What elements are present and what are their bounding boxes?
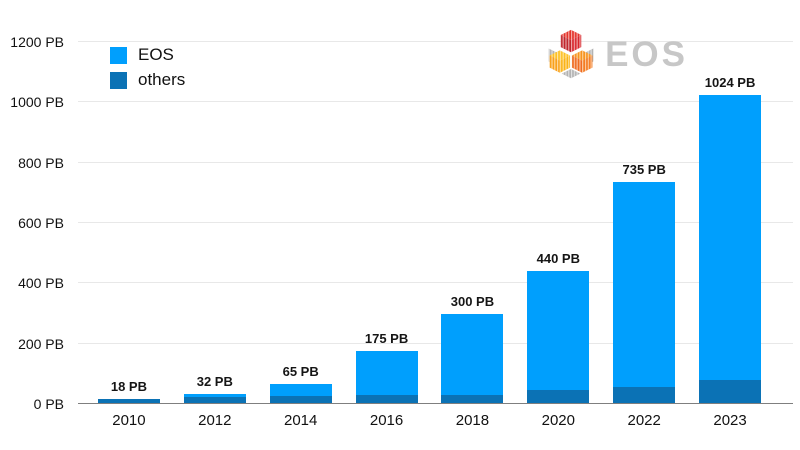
eos-logo-text: EOS	[605, 35, 688, 74]
gridline	[78, 161, 793, 163]
bar-column-2023: 1024 PB	[687, 42, 773, 404]
stacked-bar-2018[interactable]	[441, 313, 504, 405]
yellow-cube	[549, 50, 571, 73]
bar-segment-eos[interactable]	[355, 351, 418, 395]
bar-segment-others[interactable]	[269, 395, 332, 404]
bar-segment-others[interactable]	[527, 390, 590, 404]
bar-segment-eos[interactable]	[183, 394, 246, 398]
legend-swatch	[110, 71, 127, 89]
y-tick-label: 600 PB	[18, 215, 64, 231]
bar-value-label: 175 PB	[364, 331, 409, 347]
stacked-bar-2020[interactable]	[527, 271, 590, 404]
stacked-bar-2022[interactable]	[613, 182, 676, 404]
y-axis: 0 PB 200 PB 400 PB 600 PB 800 PB 1000 PB 1200 …	[0, 34, 64, 412]
stacked-bar-2014[interactable]	[269, 384, 332, 404]
bar-value-label: 65 PB	[282, 364, 319, 380]
bar-value-label: 735 PB	[622, 162, 666, 178]
y-tick-label: 1000 PB	[10, 94, 64, 111]
bar-value-label: 440 PB	[536, 251, 580, 267]
legend-item-others: others	[110, 70, 185, 90]
x-tick-label-2022: 2022	[627, 412, 661, 429]
bar-segment-others[interactable]	[355, 394, 418, 404]
bar-column-2016: 175 PB	[344, 42, 430, 404]
plot-grid: 18 PB 32 PB 65 PB 175 PB 300 PB 440 PB 735 PB 1…	[78, 41, 793, 404]
bar-segment-others[interactable]	[97, 399, 160, 404]
y-tick-label: 1200 PB	[10, 34, 64, 50]
x-tick-label-2012: 2012	[198, 412, 232, 429]
legend-label: EOS	[138, 45, 174, 64]
bar-value-label: 32 PB	[196, 374, 233, 390]
bar-segment-eos[interactable]	[613, 182, 676, 388]
bar-segment-eos[interactable]	[699, 95, 762, 381]
y-tick-label: 400 PB	[18, 275, 64, 292]
x-axis-line	[78, 403, 793, 404]
bar-column-2010: 18 PB	[86, 42, 172, 404]
gridline	[78, 282, 793, 284]
bar-column-2022: 735 PB	[601, 42, 687, 404]
x-tick-label-2016: 2016	[369, 412, 404, 429]
x-tick-label-2010: 2010	[112, 412, 146, 429]
bar-column-2018: 300 PB	[430, 42, 516, 404]
bar-value-label: 18 PB	[110, 378, 147, 394]
bar-value-label: 300 PB	[450, 293, 495, 309]
bar-column-2020: 440 PB	[515, 42, 601, 404]
legend: EOS others	[110, 45, 185, 95]
x-tick-label-2014: 2014	[284, 412, 318, 429]
gridline	[78, 342, 793, 344]
bar-segment-eos[interactable]	[97, 398, 160, 400]
bar-value-label: 1024 PB	[704, 75, 756, 91]
orange-cube	[572, 50, 593, 73]
bar-segment-eos[interactable]	[527, 271, 590, 391]
stacked-bar-2012[interactable]	[183, 394, 246, 404]
stacked-bar-2010[interactable]	[97, 398, 160, 404]
x-tick-label-2018: 2018	[455, 412, 490, 429]
gridline	[78, 41, 793, 42]
bar-segment-others[interactable]	[183, 397, 246, 404]
x-tick-label-2020: 2020	[541, 412, 575, 429]
stacked-bar-2023[interactable]	[699, 95, 762, 404]
bar-segment-eos[interactable]	[441, 313, 504, 395]
bar-column-2012: 32 PB	[172, 42, 258, 404]
legend-item-eos: EOS	[110, 45, 185, 65]
eos-logo: EOS	[543, 28, 688, 82]
gridline	[78, 101, 793, 103]
bars-row: 18 PB 32 PB 65 PB 175 PB 300 PB 440 PB 735 PB 1…	[86, 42, 773, 404]
x-axis-row: 2010 2012 2014 2016 2018 2020 2022 2023	[86, 412, 773, 429]
y-tick-label: 200 PB	[18, 335, 64, 352]
eos-logo-cubes-icon	[548, 29, 594, 79]
bar-column-2014: 65 PB	[258, 42, 344, 404]
legend-swatch	[110, 46, 127, 64]
y-tick-label: 800 PB	[18, 154, 64, 171]
bar-segment-others[interactable]	[613, 387, 676, 404]
gridline	[78, 222, 793, 223]
red-cube	[560, 29, 582, 53]
stacked-bar-2016[interactable]	[355, 351, 418, 404]
x-tick-label-2023: 2023	[713, 412, 747, 429]
y-tick-label: 0 PB	[33, 396, 64, 412]
bar-segment-others[interactable]	[699, 380, 762, 404]
legend-label: others	[138, 70, 186, 89]
bar-segment-eos[interactable]	[269, 384, 332, 396]
bar-segment-others[interactable]	[441, 394, 504, 404]
